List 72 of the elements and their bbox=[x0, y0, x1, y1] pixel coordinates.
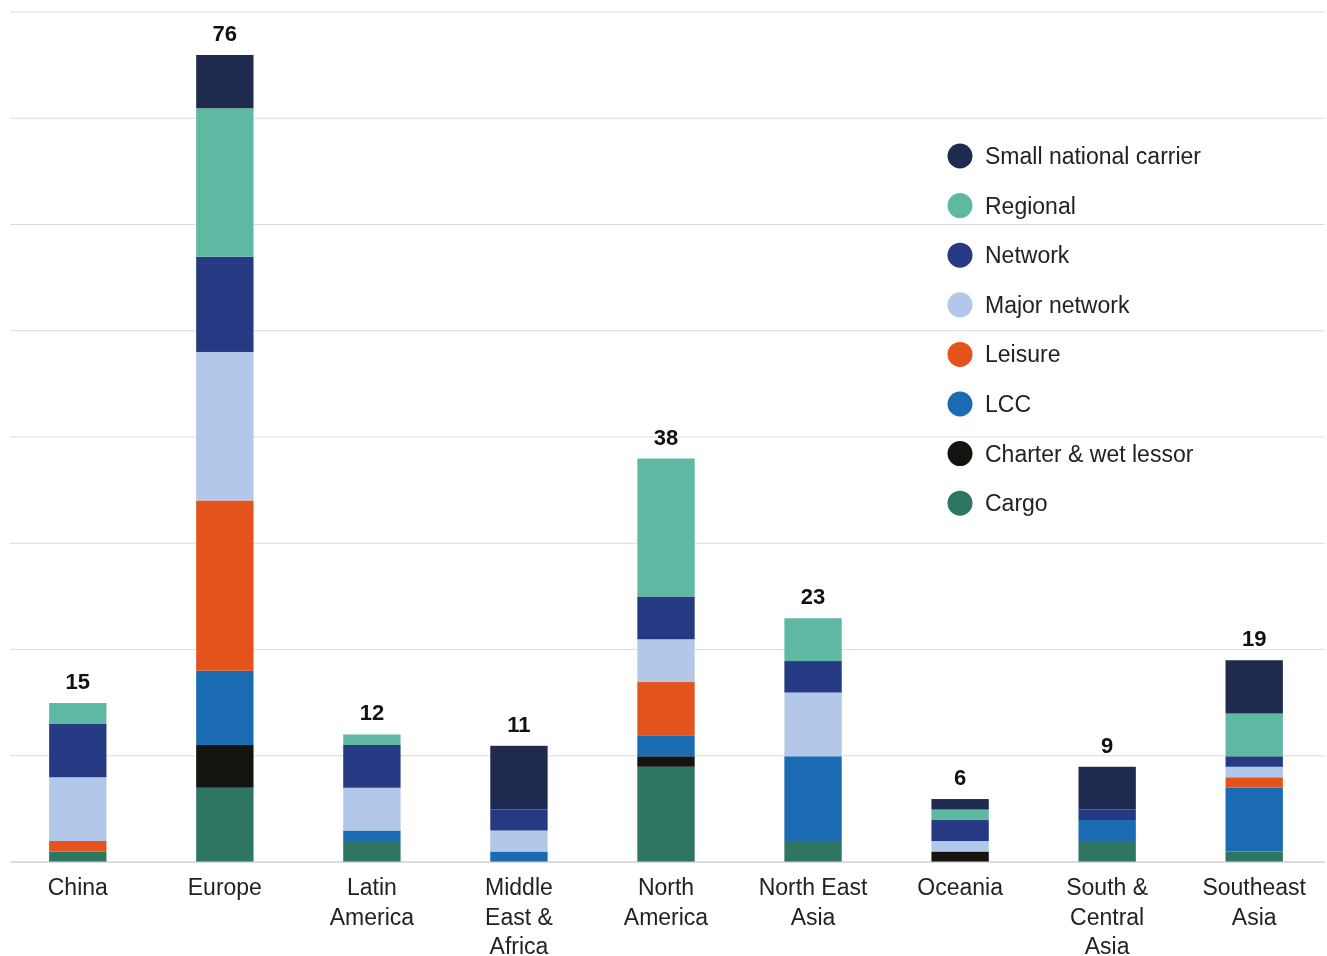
x-tick-label: South & Central Asia bbox=[1066, 874, 1149, 956]
annotation: 23 bbox=[800, 584, 826, 610]
bar bbox=[1225, 660, 1283, 714]
annotation: 9 bbox=[1101, 732, 1114, 758]
bar bbox=[490, 809, 548, 831]
bar bbox=[637, 458, 695, 597]
bar bbox=[490, 830, 548, 852]
bar bbox=[490, 745, 548, 810]
bar bbox=[196, 55, 254, 109]
annotation: 11 bbox=[507, 711, 531, 737]
bar bbox=[49, 703, 107, 724]
bar bbox=[343, 734, 401, 745]
bar bbox=[196, 108, 254, 257]
bar bbox=[637, 682, 695, 736]
annotation: 19 bbox=[1241, 626, 1267, 652]
x-tick-label: China bbox=[47, 874, 109, 900]
bar bbox=[49, 841, 107, 852]
bar bbox=[196, 351, 254, 501]
bar bbox=[196, 500, 254, 671]
legend-label: LCC bbox=[985, 391, 1032, 417]
bar bbox=[784, 618, 842, 662]
legend-label: Major network bbox=[985, 291, 1130, 318]
annotation: 15 bbox=[65, 669, 91, 695]
bar bbox=[931, 799, 989, 810]
annotation: 38 bbox=[653, 424, 679, 450]
x-tick-label: Southeast Asia bbox=[1202, 874, 1307, 930]
bar bbox=[196, 256, 254, 352]
bar bbox=[637, 639, 695, 683]
bar bbox=[1225, 713, 1283, 757]
x-tick-label: North America bbox=[623, 874, 709, 930]
bar bbox=[343, 841, 401, 862]
legend-label: Small national carrier bbox=[985, 143, 1202, 169]
bar bbox=[637, 766, 695, 862]
bar bbox=[784, 692, 842, 757]
legend-label: Network bbox=[985, 242, 1070, 269]
x-tick-label: Middle East & Africa bbox=[485, 874, 553, 956]
bar bbox=[637, 735, 695, 757]
bar bbox=[637, 596, 695, 640]
legend-label: Regional bbox=[985, 192, 1076, 219]
bar bbox=[196, 787, 254, 862]
bar bbox=[784, 661, 842, 693]
bar bbox=[931, 809, 989, 821]
bar bbox=[1225, 787, 1283, 852]
legend-label: Leisure bbox=[985, 341, 1061, 368]
bar bbox=[931, 841, 989, 852]
x-tick-label: North East Asia bbox=[758, 874, 868, 930]
bar bbox=[1078, 820, 1136, 842]
bar bbox=[931, 820, 989, 842]
bar bbox=[1225, 756, 1283, 767]
x-tick-label: Latin America bbox=[329, 874, 415, 930]
bar bbox=[1078, 766, 1136, 810]
bar bbox=[1078, 841, 1136, 862]
bar bbox=[1225, 777, 1283, 788]
annotation: 76 bbox=[212, 21, 238, 46]
bar bbox=[196, 744, 254, 788]
bar bbox=[1078, 809, 1136, 821]
bar bbox=[196, 670, 254, 745]
bar bbox=[343, 830, 401, 842]
bar bbox=[343, 787, 401, 831]
bar bbox=[49, 777, 107, 842]
bar bbox=[784, 756, 842, 842]
x-tick-label: Europe bbox=[187, 874, 262, 900]
annotation: 6 bbox=[953, 765, 967, 791]
bar bbox=[1225, 766, 1283, 778]
annotation: 12 bbox=[359, 700, 385, 726]
x-tick-label: Oceania bbox=[917, 874, 1004, 900]
bar bbox=[784, 841, 842, 862]
legend-label: Charter & wet lessor bbox=[985, 440, 1194, 467]
bar bbox=[49, 724, 107, 778]
bar bbox=[637, 756, 695, 767]
legend-label: Cargo bbox=[985, 490, 1048, 517]
bar bbox=[343, 744, 401, 788]
